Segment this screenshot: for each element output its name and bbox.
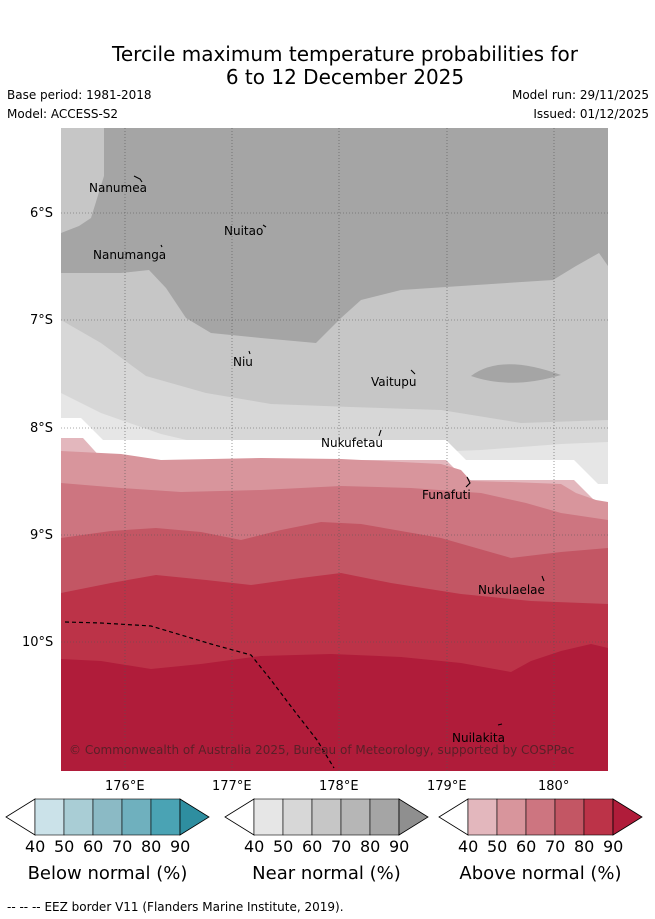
island-funafuti	[465, 476, 471, 488]
colorbar-below-segment-50	[63, 798, 94, 836]
copyright-note: © Commonwealth of Australia 2025, Bureau…	[69, 743, 574, 757]
island-niu	[248, 350, 251, 355]
model-run: Model run: 29/11/2025	[511, 88, 649, 102]
above-normal-90-band	[61, 644, 608, 771]
colorbar-above-tick-50: 50	[487, 837, 508, 856]
colorbar-near-segment-70	[340, 798, 371, 836]
lon-label-180: 180°	[538, 779, 570, 794]
colorbar-below-tick-40: 40	[25, 837, 46, 856]
colorbar-above-low-arrow	[438, 798, 469, 836]
colorbar-below-tick-60: 60	[83, 837, 104, 856]
colorbar-above-high-arrow	[612, 798, 643, 836]
colorbar-near-tick-40: 40	[244, 837, 265, 856]
colorbar-near	[224, 798, 429, 836]
place-label-nuitao: Nuitao	[224, 224, 263, 238]
colorbar-below-tick-80: 80	[141, 837, 162, 856]
colorbar-near-tick-60: 60	[302, 837, 323, 856]
island-nukulaelae	[541, 575, 545, 582]
colorbar-below-high-arrow	[179, 798, 210, 836]
base-period: Base period: 1981-2018	[7, 88, 152, 102]
place-label-nukulaelae: Nukulaelae	[478, 583, 545, 597]
near-normal-70-patch	[471, 364, 561, 383]
colorbars	[5, 798, 643, 836]
colorbar-below-tick-90: 90	[170, 837, 191, 856]
colorbar-above-segment-60	[525, 798, 556, 836]
colorbar-above-tick-70: 70	[545, 837, 566, 856]
place-labels: Nanumea Nuitao Nanumanga Niu Vaitupu Nuk…	[89, 181, 545, 745]
island-nanumea	[133, 175, 143, 183]
colorbar-near-tick-90: 90	[389, 837, 410, 856]
colorbar-above-tick-40: 40	[458, 837, 479, 856]
colorbar-near-tick-80: 80	[360, 837, 381, 856]
colorbar-above-tick-90: 90	[603, 837, 624, 856]
colorbar-near-tick-70: 70	[331, 837, 352, 856]
colorbar-above-segment-40	[467, 798, 498, 836]
lat-label-10s: 10°S	[22, 635, 54, 650]
place-label-nukufetau: Nukufetau	[321, 436, 383, 450]
island-nuilakita	[497, 723, 503, 726]
lon-label-176: 176°E	[105, 779, 145, 794]
place-label-nanumea: Nanumea	[89, 181, 147, 195]
tercile-map: Nanumea Nuitao Nanumanga Niu Vaitupu Nuk…	[61, 128, 608, 771]
colorbar-below-segment-60	[92, 798, 123, 836]
colorbar-above-tick-80: 80	[574, 837, 595, 856]
place-label-funafuti: Funafuti	[422, 488, 471, 502]
lon-label-178: 178°E	[319, 779, 359, 794]
colorbar-near-tick-50: 50	[273, 837, 294, 856]
colorbar-near-low-arrow	[224, 798, 255, 836]
island-nuitao	[262, 224, 267, 228]
map-svg: Nanumea Nuitao Nanumanga Niu Vaitupu Nuk…	[61, 128, 608, 771]
colorbar-near-title: Near normal (%)	[252, 863, 401, 884]
lat-label-7s: 7°S	[30, 313, 54, 328]
lon-label-179: 179°E	[427, 779, 467, 794]
place-label-vaitupu: Vaitupu	[371, 375, 417, 389]
colorbar-near-segment-50	[282, 798, 313, 836]
colorbar-above-tick-60: 60	[516, 837, 537, 856]
colorbar-above-segment-80	[583, 798, 614, 836]
colorbar-below-segment-40	[34, 798, 65, 836]
near-normal-60-corner	[61, 128, 104, 233]
colorbar-below-low-arrow	[5, 798, 36, 836]
eez-legend: -- -- -- EEZ border V11 (Flanders Marine…	[7, 900, 344, 914]
near-normal-70-band	[61, 128, 608, 343]
colorbar-near-segment-80	[369, 798, 400, 836]
colorbar-near-high-arrow	[398, 798, 429, 836]
eez-border-line	[64, 621, 335, 769]
colorbar-above	[438, 798, 643, 836]
lon-label-177: 177°E	[212, 779, 252, 794]
colorbar-near-segment-60	[311, 798, 342, 836]
lat-label-6s: 6°S	[30, 206, 54, 221]
colorbar-below-tick-50: 50	[54, 837, 75, 856]
islands	[133, 175, 545, 726]
colorbar-below-segment-70	[121, 798, 152, 836]
map-title-line1: Tercile maximum temperature probabilitie…	[112, 42, 578, 66]
colorbar-below-title: Below normal (%)	[27, 863, 188, 884]
colorbar-above-segment-70	[554, 798, 585, 836]
colorbar-near-segment-40	[253, 798, 284, 836]
colorbar-above-title: Above normal (%)	[459, 863, 622, 884]
colorbar-below	[5, 798, 210, 836]
island-vaitupu	[410, 369, 416, 375]
eez-legend-dash: -- -- --	[7, 900, 41, 914]
place-label-niu: Niu	[233, 355, 253, 369]
colorbar-below-segment-80	[150, 798, 181, 836]
island-nanumanga	[160, 244, 163, 248]
place-label-nanumanga: Nanumanga	[93, 248, 166, 262]
island-nukufetau	[378, 429, 382, 437]
map-title-line2: 6 to 12 December 2025	[225, 65, 465, 89]
lat-label-9s: 9°S	[30, 528, 54, 543]
place-label-nuilakita: Nuilakita	[452, 731, 505, 745]
eez-legend-text: EEZ border V11 (Flanders Marine Institut…	[44, 900, 344, 914]
model-name: Model: ACCESS-S2	[7, 107, 119, 121]
lat-label-8s: 8°S	[30, 421, 54, 436]
issued-date: Issued: 01/12/2025	[533, 107, 649, 121]
colorbar-above-segment-50	[496, 798, 527, 836]
colorbar-below-tick-70: 70	[112, 837, 133, 856]
map-gridlines	[61, 128, 608, 771]
